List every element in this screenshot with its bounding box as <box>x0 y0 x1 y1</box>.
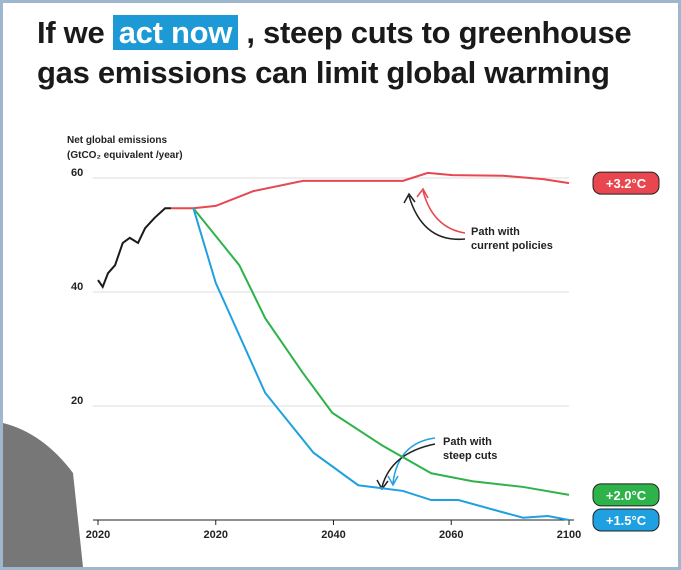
photo-fragment <box>3 423 83 567</box>
end-label: +1.5°C <box>606 513 647 528</box>
end-label: +2.0°C <box>606 488 647 503</box>
arrow <box>416 187 466 234</box>
x-tick-label: 2100 <box>557 529 581 541</box>
x-tick-label: 2020 <box>86 529 110 541</box>
title-text: If we <box>37 15 105 50</box>
y-tick-label: 20 <box>71 395 83 407</box>
arrow <box>387 437 436 487</box>
annotation: Path with <box>471 226 520 238</box>
x-tick-label: 2020 <box>204 529 228 541</box>
arrow <box>403 192 466 241</box>
y-axis-label: (GtCO₂ equivalent /year) <box>67 150 183 161</box>
title: If we act now , steep cuts to greenhouse… <box>37 13 632 93</box>
annotation: current policies <box>471 240 553 252</box>
y-tick-label: 40 <box>71 281 83 293</box>
title-text: gas emissions can limit global warming <box>37 55 610 90</box>
annotation: Path with <box>443 436 492 448</box>
y-tick-label: 60 <box>71 167 83 179</box>
line <box>192 207 570 496</box>
line <box>192 207 570 521</box>
title-highlight: act now <box>112 15 239 50</box>
end-badge <box>592 483 660 507</box>
x-tick-label: 2060 <box>439 529 463 541</box>
line <box>97 207 172 289</box>
end-label: +3.2°C <box>606 176 647 191</box>
annotation: steep cuts <box>443 450 497 462</box>
title-text: , steep cuts to greenhouse <box>246 15 632 50</box>
line <box>171 171 570 210</box>
chart: Net global emissions (GtCO₂ equivalent /… <box>3 135 660 567</box>
x-tick-label: 2040 <box>321 529 345 541</box>
y-axis-label: Net global emissions <box>67 135 167 146</box>
end-badge <box>592 508 660 532</box>
end-badge <box>592 171 660 195</box>
